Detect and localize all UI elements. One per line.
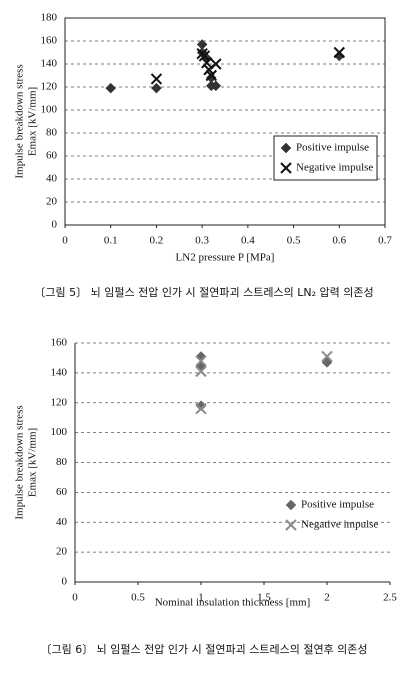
- x-tick-label: 0: [62, 235, 68, 247]
- y-tick-label: 180: [41, 12, 58, 24]
- x-tick-label: 2.5: [383, 592, 397, 604]
- y-tick-label: 120: [51, 396, 68, 408]
- y-tick-label: 20: [56, 546, 68, 558]
- x-marker: [195, 403, 207, 415]
- x-tick-label: 0.7: [378, 235, 392, 247]
- x-tick-label: 0.5: [287, 235, 301, 247]
- x-marker: [195, 365, 207, 378]
- y-axis-label: Impulse breakdown stress: [14, 405, 26, 519]
- y-tick-label: 40: [46, 173, 58, 185]
- y-tick-label: 100: [41, 104, 58, 116]
- y-tick-label: 0: [52, 219, 58, 231]
- y-tick-label: 20: [46, 196, 58, 208]
- y-tick-label: 0: [62, 576, 68, 588]
- legend-marker: [285, 519, 297, 531]
- y-tick-label: 60: [46, 150, 58, 162]
- x-axis-label: LN2 pressure P [MPa]: [176, 252, 275, 264]
- y-tick-label: 80: [56, 456, 68, 468]
- y-axis-label: Impulse breakdown stress: [14, 64, 26, 178]
- x-axis-label: Nominal insulation thickness [mm]: [155, 597, 311, 609]
- y-tick-label: 100: [51, 426, 68, 438]
- legend-marker: [280, 142, 292, 154]
- legend-label: Positive impulse: [301, 499, 374, 511]
- x-tick-label: 0: [72, 592, 78, 604]
- figure-caption: 〔그림 6〕 뇌 임펄스 전압 인가 시 절연파괴 스트레스의 절연후 의존성: [40, 643, 367, 656]
- figure-caption: 〔그림 5〕 뇌 임펄스 전압 인가 시 절연파괴 스트레스의 LN₂ 압력 의…: [34, 286, 373, 299]
- x-tick-label: 2: [324, 592, 330, 604]
- x-marker: [150, 73, 163, 85]
- x-marker: [321, 350, 333, 363]
- x-tick-label: 1.5: [257, 592, 271, 604]
- x-tick-label: 0.6: [332, 235, 346, 247]
- legend-label: Positive impulse: [296, 142, 369, 154]
- y-tick-label: 160: [41, 35, 58, 47]
- x-marker: [198, 50, 211, 62]
- y-tick-label: 140: [41, 58, 58, 70]
- x-marker: [205, 69, 217, 82]
- legend-label: Negative impulse: [301, 519, 378, 531]
- diamond-marker: [151, 82, 162, 94]
- y-tick-label: 40: [56, 516, 68, 528]
- x-tick-label: 0.3: [195, 235, 209, 247]
- x-marker: [195, 355, 207, 367]
- legend-label: Negative impulse: [296, 162, 373, 174]
- diamond-marker: [105, 82, 117, 94]
- legend-marker: [285, 499, 297, 511]
- y-tick-label: 160: [51, 337, 68, 349]
- x-tick-label: 1: [198, 592, 204, 604]
- y-axis-label: Emax [kV/mm]: [27, 87, 39, 156]
- x-marker: [333, 46, 345, 59]
- x-tick-label: 0.1: [104, 235, 118, 247]
- x-marker: [201, 57, 213, 69]
- x-tick-label: 0.5: [131, 592, 145, 604]
- x-tick-label: 0.2: [150, 235, 164, 247]
- diamond-marker: [210, 80, 222, 92]
- y-axis-label: Emax [kV/mm]: [27, 428, 39, 497]
- x-tick-label: 0.4: [241, 235, 255, 247]
- y-tick-label: 80: [46, 127, 58, 139]
- y-tick-label: 60: [56, 486, 68, 498]
- x-marker: [210, 58, 222, 70]
- legend-marker: [280, 162, 292, 174]
- diamond-marker: [333, 50, 345, 62]
- y-tick-label: 120: [41, 81, 58, 93]
- y-tick-label: 140: [51, 366, 68, 378]
